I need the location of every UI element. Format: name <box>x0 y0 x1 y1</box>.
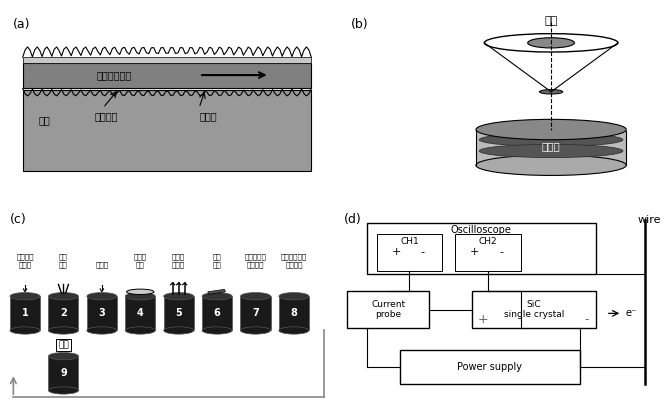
Text: 聚合物
涂层: 聚合物 涂层 <box>134 254 147 268</box>
Text: +: + <box>391 247 401 257</box>
Ellipse shape <box>480 144 623 157</box>
Bar <box>23 90 311 171</box>
Text: SiC
single crystal: SiC single crystal <box>504 300 564 319</box>
Ellipse shape <box>127 289 154 295</box>
Ellipse shape <box>279 327 309 334</box>
Bar <box>476 131 627 165</box>
Text: (b): (b) <box>351 18 368 31</box>
Text: (a): (a) <box>13 18 31 31</box>
Text: 9: 9 <box>60 368 67 378</box>
Ellipse shape <box>48 387 79 394</box>
Text: 获得品片和回
收剩余料: 获得品片和回 收剩余料 <box>281 254 307 268</box>
Text: +: + <box>470 247 480 257</box>
Ellipse shape <box>240 293 271 300</box>
Bar <box>10 296 40 330</box>
Text: +: + <box>478 313 488 326</box>
Ellipse shape <box>10 293 40 300</box>
Text: CH1: CH1 <box>400 237 419 246</box>
Bar <box>87 296 117 330</box>
Text: 线锯运动方向: 线锯运动方向 <box>96 70 132 80</box>
Bar <box>367 223 596 274</box>
Text: 激光
调理: 激光 调理 <box>59 254 68 268</box>
Text: Power supply: Power supply <box>457 362 522 372</box>
Bar <box>456 234 521 271</box>
Text: wire: wire <box>638 215 661 226</box>
Text: 表面清洗
预处理: 表面清洗 预处理 <box>16 254 34 268</box>
Text: Current
probe: Current probe <box>371 300 405 319</box>
Bar <box>49 296 79 330</box>
Bar <box>49 356 79 390</box>
Ellipse shape <box>48 353 79 360</box>
Ellipse shape <box>202 293 232 300</box>
Ellipse shape <box>87 327 117 334</box>
Ellipse shape <box>48 293 79 300</box>
Text: 处理层: 处理层 <box>542 141 560 151</box>
Ellipse shape <box>164 293 194 300</box>
Bar <box>279 296 309 330</box>
Polygon shape <box>208 289 226 294</box>
Text: 清除聚合物
和栖柱层: 清除聚合物 和栖柱层 <box>244 254 267 268</box>
Ellipse shape <box>164 327 194 334</box>
Text: 6: 6 <box>214 308 220 318</box>
Text: 2: 2 <box>60 308 67 318</box>
Text: (c): (c) <box>10 213 27 226</box>
Ellipse shape <box>48 327 79 334</box>
Bar <box>23 57 311 63</box>
Text: 激光: 激光 <box>544 16 558 27</box>
Text: (d): (d) <box>344 213 361 226</box>
Bar <box>399 350 580 384</box>
Text: 3: 3 <box>98 308 106 318</box>
Bar <box>23 63 311 88</box>
Bar <box>377 234 442 271</box>
Ellipse shape <box>480 133 623 146</box>
Text: 剥离
品片: 剥离 品片 <box>212 254 222 268</box>
Ellipse shape <box>476 120 627 140</box>
Text: -: - <box>584 313 589 326</box>
Text: 5: 5 <box>175 308 182 318</box>
Text: 固结磨料: 固结磨料 <box>94 111 118 121</box>
Text: 切割区: 切割区 <box>200 111 218 121</box>
Text: 4: 4 <box>137 308 144 318</box>
Ellipse shape <box>539 90 563 94</box>
Text: 栖柱层: 栖柱层 <box>96 262 108 268</box>
Ellipse shape <box>87 293 117 300</box>
Text: 快速冷
却剥离: 快速冷 却剥离 <box>172 254 185 268</box>
Ellipse shape <box>476 155 627 175</box>
Bar <box>472 291 596 328</box>
Ellipse shape <box>126 293 155 300</box>
Text: -: - <box>421 247 424 257</box>
Ellipse shape <box>126 327 155 334</box>
Ellipse shape <box>10 327 40 334</box>
Text: CH2: CH2 <box>479 237 497 246</box>
Text: 1: 1 <box>21 308 29 318</box>
Ellipse shape <box>202 327 232 334</box>
Text: e⁻: e⁻ <box>625 308 637 318</box>
Bar <box>164 296 194 330</box>
Bar <box>126 296 155 330</box>
Text: 工件: 工件 <box>39 115 51 125</box>
Bar <box>202 296 232 330</box>
Text: 7: 7 <box>252 308 259 318</box>
Ellipse shape <box>279 293 309 300</box>
Text: 抛光: 抛光 <box>58 341 69 350</box>
Text: 8: 8 <box>291 308 297 318</box>
Text: -: - <box>499 247 503 257</box>
Ellipse shape <box>240 327 271 334</box>
Bar <box>240 296 271 330</box>
Bar <box>347 291 429 328</box>
Text: Oscilloscope: Oscilloscope <box>451 225 512 235</box>
Ellipse shape <box>528 38 574 48</box>
